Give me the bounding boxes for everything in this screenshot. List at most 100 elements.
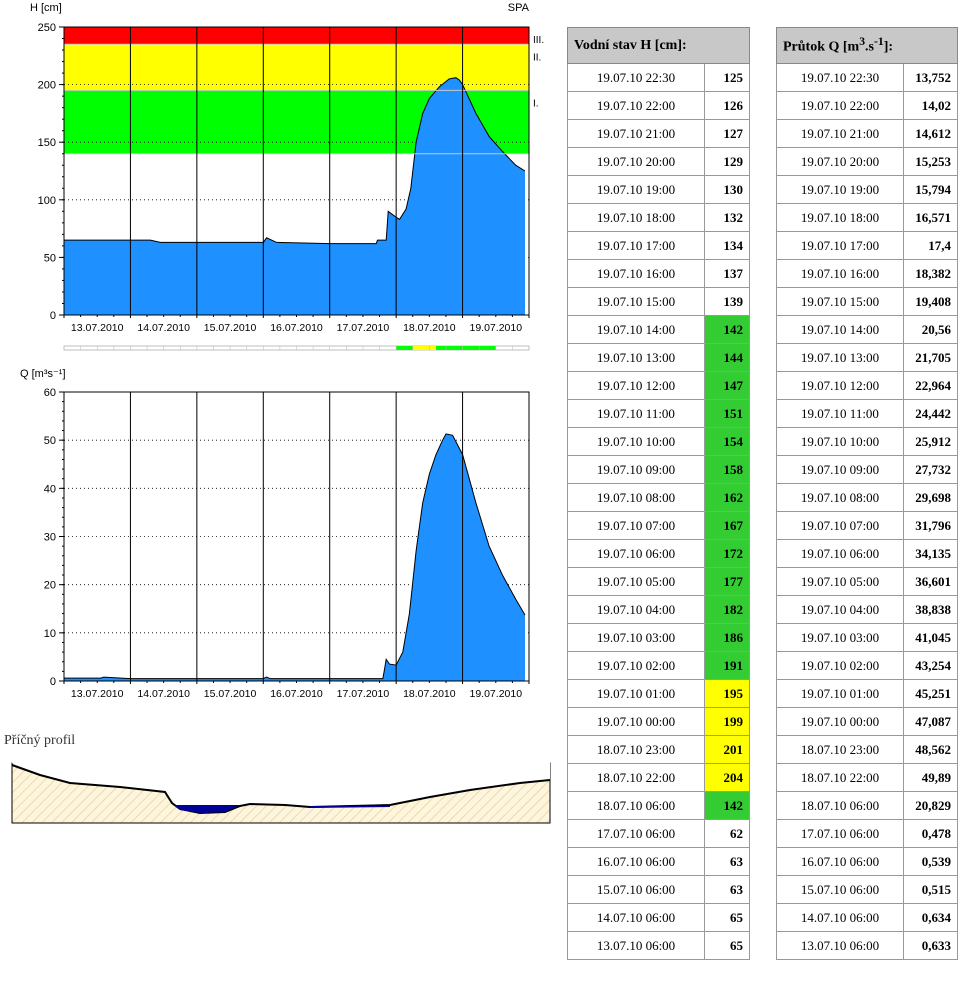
row-value: 127: [704, 119, 750, 148]
table-row: 19.07.10 21:00 14,612: [776, 119, 958, 148]
y-tick-label: 40: [44, 483, 56, 495]
row-value: 204: [704, 763, 750, 792]
table-row: 19.07.10 22:00 14,02: [776, 91, 958, 120]
table-row: 19.07.10 02:00 43,254: [776, 651, 958, 680]
row-time: 19.07.10 13:00: [567, 343, 705, 372]
table-row: 19.07.10 03:00 41,045: [776, 623, 958, 652]
row-value: 132: [704, 203, 750, 232]
row-time: 16.07.10 06:00: [567, 847, 705, 876]
y-axis-label: H [cm]: [30, 2, 62, 14]
row-time: 19.07.10 14:00: [776, 315, 904, 344]
row-time: 14.07.10 06:00: [776, 903, 904, 932]
row-time: 19.07.10 01:00: [776, 679, 904, 708]
discharge-table: Průtok Q [m3.s-1]: 19.07.10 22:30 13,752 1…: [776, 27, 958, 960]
row-value: 137: [704, 259, 750, 288]
alert-strip-segment: [412, 346, 436, 350]
x-tick-label: 13.07.2010: [71, 322, 124, 334]
table-row: 17.07.10 06:00 62: [567, 819, 750, 848]
row-value: 154: [704, 427, 750, 456]
row-value: 147: [704, 371, 750, 400]
data-area: [64, 77, 525, 315]
table-row: 19.07.10 13:00 144: [567, 343, 750, 372]
row-time: 19.07.10 12:00: [567, 371, 705, 400]
row-time: 19.07.10 05:00: [567, 567, 705, 596]
table-row: 19.07.10 13:00 21,705: [776, 343, 958, 372]
row-value: 167: [704, 511, 750, 540]
y-tick-label: 200: [38, 80, 56, 92]
y-axis-label: Q [m³s⁻¹]: [20, 368, 66, 380]
row-time: 19.07.10 22:30: [776, 63, 904, 92]
profile-riverbed-line: [11, 764, 551, 815]
row-value: 29,698: [903, 483, 958, 512]
row-time: 19.07.10 15:00: [776, 287, 904, 316]
row-time: 18.07.10 23:00: [567, 735, 705, 764]
profile-air: [12, 755, 550, 813]
water-level-table-header: Vodní stav H [cm]:: [567, 27, 750, 64]
row-time: 19.07.10 20:00: [776, 147, 904, 176]
profile-water-shallow: [310, 806, 390, 808]
row-time: 13.07.10 06:00: [567, 931, 705, 960]
row-time: 18.07.10 06:00: [567, 791, 705, 820]
row-time: 18.07.10 22:00: [567, 763, 705, 792]
row-time: 19.07.10 21:00: [776, 119, 904, 148]
row-value: 48,562: [903, 735, 958, 764]
discharge-table-header: Průtok Q [m3.s-1]:: [776, 27, 958, 64]
row-value: 18,382: [903, 259, 958, 288]
row-value: 199: [704, 707, 750, 736]
row-value: 0,634: [903, 903, 958, 932]
table-row: 18.07.10 22:00 204: [567, 763, 750, 792]
row-time: 19.07.10 13:00: [776, 343, 904, 372]
table-row: 19.07.10 10:00 154: [567, 427, 750, 456]
row-time: 19.07.10 08:00: [776, 483, 904, 512]
table-row: 19.07.10 09:00 158: [567, 455, 750, 484]
row-value: 0,478: [903, 819, 958, 848]
y-tick-label: 100: [38, 195, 56, 207]
row-value: 151: [704, 399, 750, 428]
row-time: 19.07.10 04:00: [567, 595, 705, 624]
row-time: 17.07.10 06:00: [776, 819, 904, 848]
table-row: 19.07.10 22:30 125: [567, 63, 750, 92]
row-value: 17,4: [903, 231, 958, 260]
row-value: 195: [704, 679, 750, 708]
row-value: 15,253: [903, 147, 958, 176]
table-row: 19.07.10 22:30 13,752: [776, 63, 958, 92]
table-row: 19.07.10 01:00 195: [567, 679, 750, 708]
y-tick-label: 150: [38, 137, 56, 149]
row-time: 19.07.10 22:00: [567, 91, 705, 120]
table-row: 19.07.10 21:00 127: [567, 119, 750, 148]
row-time: 19.07.10 08:00: [567, 483, 705, 512]
table-row: 19.07.10 17:00 134: [567, 231, 750, 260]
row-time: 19.07.10 14:00: [567, 315, 705, 344]
row-time: 17.07.10 06:00: [567, 819, 705, 848]
x-tick-label: 16.07.2010: [270, 322, 323, 334]
row-value: 172: [704, 539, 750, 568]
table-row: 14.07.10 06:00 65: [567, 903, 750, 932]
table-row: 15.07.10 06:00 0,515: [776, 875, 958, 904]
row-value: 63: [704, 847, 750, 876]
table-row: 19.07.10 01:00 45,251: [776, 679, 958, 708]
row-value: 158: [704, 455, 750, 484]
row-value: 14,612: [903, 119, 958, 148]
row-time: 19.07.10 15:00: [567, 287, 705, 316]
row-time: 19.07.10 22:00: [776, 91, 904, 120]
row-value: 125: [704, 63, 750, 92]
table-row: 19.07.10 15:00 19,408: [776, 287, 958, 316]
y-tick-label: 10: [44, 628, 56, 640]
level-label-3: III.: [533, 35, 544, 46]
row-time: 19.07.10 10:00: [776, 427, 904, 456]
water-level-table: Vodní stav H [cm]: 19.07.10 22:30 125 19.0…: [567, 27, 750, 960]
table-row: 16.07.10 06:00 63: [567, 847, 750, 876]
table-row: 19.07.10 18:00 132: [567, 203, 750, 232]
table-row: 19.07.10 08:00 162: [567, 483, 750, 512]
row-time: 19.07.10 21:00: [567, 119, 705, 148]
row-value: 130: [704, 175, 750, 204]
row-value: 41,045: [903, 623, 958, 652]
table-row: 19.07.10 20:00 129: [567, 147, 750, 176]
row-value: 201: [704, 735, 750, 764]
data-line: [64, 77, 526, 245]
profile-water-deep: [174, 805, 240, 813]
row-value: 49,89: [903, 763, 958, 792]
cross-profile-diagram: [11, 755, 551, 824]
row-time: 19.07.10 00:00: [776, 707, 904, 736]
y-tick-label: 0: [50, 310, 56, 322]
